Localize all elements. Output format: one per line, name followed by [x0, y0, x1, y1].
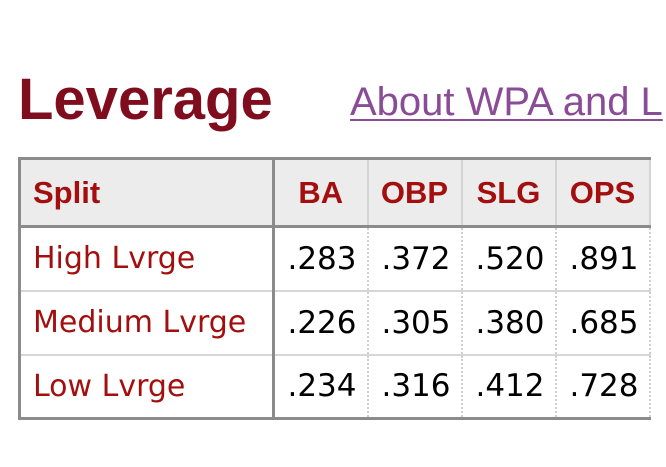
column-header-split[interactable]: Split [18, 157, 275, 228]
section-heading: Leverage About WPA and L [18, 66, 663, 134]
about-wpa-link[interactable]: About WPA and L [350, 80, 663, 124]
column-header-obp[interactable]: OBP [367, 157, 463, 228]
slg-cell: .380 [461, 290, 557, 356]
leverage-splits-table: Split BA OBP SLG OPS High Lvrge .283 .37… [18, 157, 651, 420]
leverage-table-container: Split BA OBP SLG OPS High Lvrge .283 .37… [18, 157, 666, 420]
ops-cell: .891 [555, 226, 651, 292]
slg-cell: .412 [461, 354, 557, 420]
table-row: Medium Lvrge .226 .305 .380 .685 [18, 290, 651, 356]
column-header-ba[interactable]: BA [273, 157, 369, 228]
column-header-slg[interactable]: SLG [461, 157, 557, 228]
split-cell: High Lvrge [18, 226, 275, 292]
section-title: Leverage [18, 67, 273, 132]
split-link-medium-lvrge[interactable]: Medium Lvrge [33, 305, 247, 340]
ops-cell: .685 [555, 290, 651, 356]
split-cell: Low Lvrge [18, 354, 275, 420]
split-cell: Medium Lvrge [18, 290, 275, 356]
table-row: Low Lvrge .234 .316 .412 .728 [18, 354, 651, 420]
column-header-ops[interactable]: OPS [555, 157, 651, 228]
ba-cell: .234 [273, 354, 369, 420]
ba-cell: .226 [273, 290, 369, 356]
obp-cell: .372 [367, 226, 463, 292]
ops-cell: .728 [555, 354, 651, 420]
ba-cell: .283 [273, 226, 369, 292]
table-header-row: Split BA OBP SLG OPS [18, 157, 651, 228]
obp-cell: .316 [367, 354, 463, 420]
split-link-high-lvrge[interactable]: High Lvrge [33, 241, 196, 277]
split-link-low-lvrge[interactable]: Low Lvrge [33, 368, 186, 404]
slg-cell: .520 [461, 226, 557, 292]
table-row: High Lvrge .283 .372 .520 .891 [18, 226, 651, 292]
obp-cell: .305 [367, 290, 463, 356]
